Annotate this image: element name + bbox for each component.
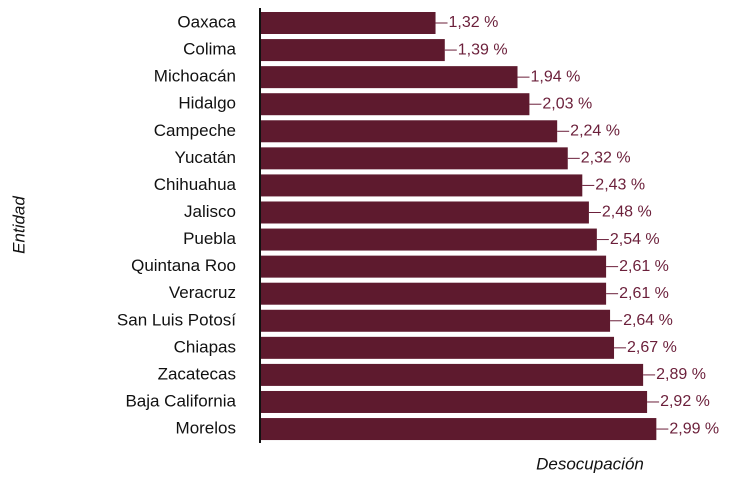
- bar: [261, 66, 518, 89]
- value-label: 2,54 %: [610, 231, 660, 248]
- value-label: 2,89 %: [656, 366, 706, 383]
- value-label: 2,48 %: [602, 204, 652, 221]
- y-tick-label: Jalisco: [184, 202, 236, 221]
- bar: [261, 282, 607, 305]
- y-tick-label: Michoacán: [154, 67, 236, 86]
- y-tick-label: Hidalgo: [178, 94, 236, 113]
- value-label: 2,03 %: [542, 95, 592, 112]
- bar: [261, 201, 589, 224]
- bar: [261, 255, 607, 278]
- x-axis-title: Desocupación: [536, 454, 644, 473]
- y-tick-label: Colima: [183, 40, 236, 59]
- y-tick-label: Morelos: [176, 419, 236, 438]
- value-label: 2,64 %: [623, 312, 673, 329]
- value-label: 2,67 %: [627, 339, 677, 356]
- value-label: 2,61 %: [619, 285, 669, 302]
- y-tick-label: Baja California: [125, 391, 236, 410]
- bar: [261, 147, 568, 170]
- value-label: 1,94 %: [531, 68, 581, 85]
- bar: [261, 39, 445, 62]
- value-label: 2,92 %: [660, 393, 710, 410]
- value-label: 1,32 %: [449, 14, 499, 31]
- y-tick-label: Chihuahua: [154, 175, 237, 194]
- y-tick-label: Yucatán: [175, 148, 236, 167]
- value-label: 2,61 %: [619, 258, 669, 275]
- y-axis-title: Entidad: [9, 196, 28, 254]
- y-tick-label: Puebla: [183, 229, 236, 248]
- value-label: 2,43 %: [595, 177, 645, 194]
- y-tick-label: Quintana Roo: [131, 256, 236, 275]
- y-tick-label: Veracruz: [169, 283, 236, 302]
- bar: [261, 336, 615, 359]
- bar: [261, 309, 611, 332]
- value-label: 2,24 %: [570, 122, 620, 139]
- bar: [261, 12, 436, 34]
- bar: [261, 390, 648, 413]
- y-tick-label: Zacatecas: [158, 364, 236, 383]
- bar: [261, 120, 558, 143]
- y-tick-label: Oaxaca: [177, 12, 236, 31]
- y-tick-label: Chiapas: [174, 337, 236, 356]
- bar: [261, 363, 644, 386]
- value-label: 2,99 %: [669, 420, 719, 437]
- bar: [261, 93, 530, 116]
- y-tick-label: Campeche: [154, 121, 236, 140]
- value-label: 2,32 %: [581, 150, 631, 167]
- bar: [261, 228, 597, 251]
- y-tick-label: San Luis Potosí: [117, 310, 236, 329]
- value-label: 1,39 %: [458, 41, 508, 58]
- bar: [261, 418, 657, 441]
- bar: [261, 174, 583, 197]
